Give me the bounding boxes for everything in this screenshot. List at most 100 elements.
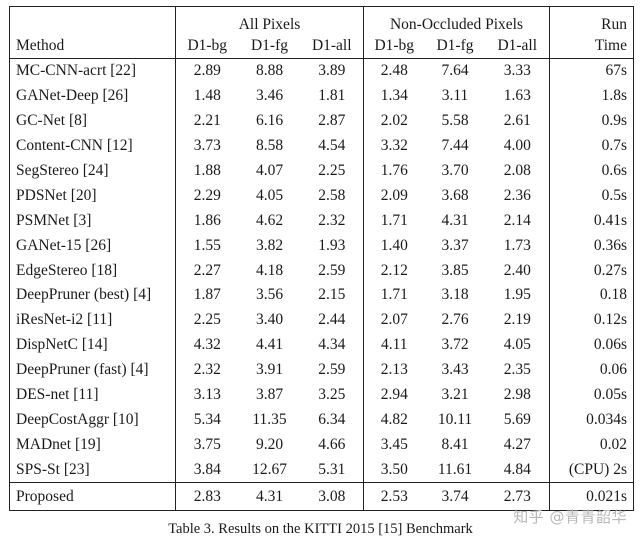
cell-value: 3.21: [441, 386, 469, 404]
cell-value: 5.34: [175, 407, 239, 433]
cell-value: 2.25: [175, 307, 239, 333]
cell-value: 2.61: [503, 112, 531, 130]
cell-value: 3.74: [424, 482, 486, 512]
cell-value: 5.31: [318, 460, 346, 478]
cell-value: 1.93: [318, 236, 346, 254]
header-col: D1-all: [311, 37, 352, 54]
cell-time: 67s: [549, 57, 634, 84]
cell-time: 0.06: [549, 357, 634, 383]
cell-value: 1.71: [363, 283, 425, 308]
cell-value: 2.21: [175, 108, 239, 134]
cell-value: 3.68: [441, 186, 469, 204]
cell-time: (CPU) 2s: [549, 457, 634, 483]
header-non-occluded: Non-Occluded Pixels: [363, 6, 550, 34]
table-body: MC-CNN-acrt [22] 2.89 8.88 3.89 2.48 7.64 3.33…: [9, 57, 634, 483]
cell-value: 11.61: [437, 460, 473, 478]
cell-value: 4.11: [363, 332, 425, 358]
table-row: MADnet [19] 3.75 9.20 4.66 3.45 8.41 4.27 0.02: [9, 432, 634, 458]
cell-time: 0.05s: [549, 382, 634, 408]
table-row: DeepCostAggr [10] 5.34 11.35 6.34 4.82 10.11 5…: [9, 407, 634, 433]
table-row: DeepPruner (fast) [4] 2.32 3.91 2.59 2.13 3.4…: [9, 357, 634, 383]
table-row: GANet-15 [26] 1.55 3.82 1.93 1.40 3.37 1.73 0.3…: [9, 233, 634, 259]
table-row: DES-net [11] 3.13 3.87 3.25 2.94 3.21 2.98 0.05…: [9, 382, 634, 408]
proposed-row: Proposed 2.83 4.31 3.08 2.53 3.74 2.73 0…: [9, 482, 634, 512]
cell-value: 4.34: [318, 336, 346, 354]
cell-time: 0.5s: [549, 183, 634, 209]
cell-value: 7.44: [441, 137, 469, 155]
cell-time: 0.27s: [549, 258, 634, 284]
cell-value: 2.48: [363, 57, 425, 84]
cell-value: 2.15: [318, 286, 346, 304]
cell-value: 2.59: [318, 361, 346, 379]
cell-value: 3.73: [175, 133, 239, 159]
cell-method: DES-net [11]: [9, 382, 176, 408]
cell-value: 11.35: [252, 410, 287, 428]
header-col: D1-fg: [436, 37, 474, 54]
cell-value: 2.83: [175, 482, 239, 512]
header-blank: [9, 6, 176, 34]
cell-value: 1.34: [363, 83, 425, 109]
cell-value: 1.88: [175, 158, 239, 184]
cell-method: DeepPruner (best) [4]: [9, 283, 176, 308]
table-caption: Table 3. Results on the KITTI 2015 [15] …: [168, 521, 473, 537]
cell-value: 4.66: [318, 435, 346, 453]
cell-value: 6.34: [318, 410, 346, 428]
cell-value: 3.13: [175, 382, 239, 408]
table-row: DeepPruner (best) [4] 1.87 3.56 2.15 1.71 3.1…: [9, 283, 634, 308]
table-row: MC-CNN-acrt [22] 2.89 8.88 3.89 2.48 7.64 3.33…: [9, 57, 634, 84]
cell-value: 4.62: [255, 211, 284, 229]
cell-value: 2.94: [363, 382, 425, 408]
cell-value: 6.16: [255, 112, 284, 130]
cell-method: GANet-15 [26]: [9, 233, 176, 259]
cell-value: 4.41: [255, 336, 284, 354]
cell-time: 0.6s: [549, 158, 634, 184]
cell-value: 4.31: [441, 211, 469, 229]
cell-value: 1.87: [175, 283, 239, 308]
cell-value: 3.33: [485, 57, 550, 84]
cell-time: 0.06s: [549, 332, 634, 358]
cell-method: PDSNet [20]: [9, 183, 176, 209]
table-row: PDSNet [20] 2.29 4.05 2.58 2.09 3.68 2.36 0.5s: [9, 183, 634, 209]
proposed-section: Proposed 2.83 4.31 3.08 2.53 3.74 2.73 0…: [9, 482, 634, 512]
cell-value: 2.76: [441, 311, 469, 329]
cell-method: DeepCostAggr [10]: [9, 407, 176, 433]
header-col: D1-bg: [363, 34, 425, 59]
cell-value: 3.37: [441, 236, 469, 254]
cell-value: 3.85: [441, 261, 469, 279]
header-all-pixels: All Pixels: [175, 6, 364, 34]
cell-value: 3.46: [255, 87, 284, 105]
cell-value: 4.31: [238, 482, 301, 512]
cell-value: 4.84: [503, 460, 531, 478]
cell-value: 4.32: [175, 332, 239, 358]
cell-value: 3.43: [441, 361, 469, 379]
cell-method: GC-Net [8]: [9, 108, 176, 134]
table-row: Content-CNN [12] 3.73 8.58 4.54 3.32 7.44 4.00…: [9, 133, 634, 159]
cell-value: 1.71: [363, 208, 425, 234]
cell-method: SPS-St [23]: [9, 457, 176, 483]
cell-method: EdgeStereo [18]: [9, 258, 176, 284]
cell-value: 3.32: [363, 133, 425, 159]
cell-value: 2.44: [318, 311, 346, 329]
cell-value: 3.82: [255, 236, 284, 254]
header-method: Method: [9, 34, 176, 59]
cell-value: 2.19: [503, 311, 531, 329]
table-row: SPS-St [23] 3.84 12.67 5.31 3.50 11.61 4.84 (CP…: [9, 457, 634, 483]
cell-time: 0.034s: [549, 407, 634, 433]
cell-value: 3.87: [255, 386, 284, 404]
cell-value: 2.35: [503, 361, 531, 379]
cell-value: 8.41: [441, 435, 469, 453]
cell-method: Proposed: [9, 482, 176, 512]
cell-time: 0.9s: [549, 108, 634, 134]
cell-value: 4.00: [503, 137, 531, 155]
cell-value: 2.27: [175, 258, 239, 284]
cell-method: iResNet-i2 [11]: [9, 307, 176, 333]
cell-method: Content-CNN [12]: [9, 133, 176, 159]
cell-value: 3.89: [300, 57, 364, 84]
cell-value: 4.05: [503, 336, 531, 354]
cell-value: 4.82: [363, 407, 425, 433]
cell-value: 2.73: [485, 482, 550, 512]
watermark: 知乎 @青青韶华: [513, 508, 627, 526]
cell-value: 2.98: [503, 386, 531, 404]
cell-value: 8.88: [238, 57, 301, 84]
results-table: All Pixels Non-Occluded Pixels Run Metho…: [9, 6, 634, 512]
